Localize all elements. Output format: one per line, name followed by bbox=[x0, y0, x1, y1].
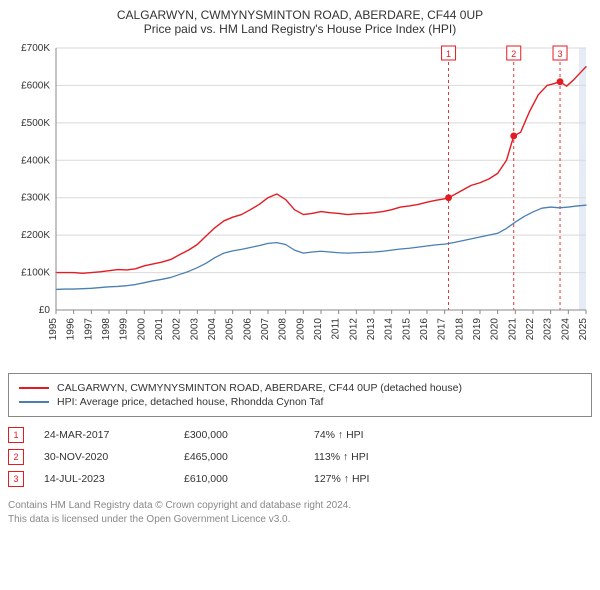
event-table-row: 3 14-JUL-2023£610,000127% ↑ HPI bbox=[8, 471, 592, 487]
event-table-price: £465,000 bbox=[184, 451, 314, 463]
event-table-price: £300,000 bbox=[184, 429, 314, 441]
x-tick-label: 2019 bbox=[472, 318, 483, 341]
chart-area: £0 £100K £200K £300K £400K £500K £600K £700K 199… bbox=[8, 40, 592, 363]
x-tick-label: 2002 bbox=[172, 318, 183, 341]
x-tick-label: 2024 bbox=[560, 318, 571, 341]
x-tick-label: 2006 bbox=[242, 318, 253, 341]
x-tick-label: 2007 bbox=[260, 318, 271, 341]
x-tick-label: 2000 bbox=[136, 318, 147, 341]
event-table-date: 14-JUL-2023 bbox=[44, 473, 184, 485]
chart-title-main: CALGARWYN, CWMYNYSMINTON ROAD, ABERDARE,… bbox=[8, 8, 592, 22]
x-tick-label: 2003 bbox=[189, 318, 200, 341]
legend-swatch bbox=[19, 401, 49, 403]
x-tick-label: 2023 bbox=[543, 318, 554, 341]
event-badge-number: 2 bbox=[511, 49, 516, 59]
x-tick-label: 2011 bbox=[331, 318, 342, 340]
event-table-row: 1 24-MAR-2017£300,00074% ↑ HPI bbox=[8, 427, 592, 443]
event-badge-number: 3 bbox=[558, 49, 563, 59]
y-tick-label: £100K bbox=[21, 268, 50, 279]
event-table-badge: 2 bbox=[8, 449, 24, 465]
x-tick-label: 1997 bbox=[83, 318, 94, 341]
event-table-date: 30-NOV-2020 bbox=[44, 451, 184, 463]
x-tick-label: 2013 bbox=[366, 318, 377, 341]
event-table-badge: 1 bbox=[8, 427, 24, 443]
y-tick-label: £500K bbox=[21, 118, 50, 129]
chart-title-sub: Price paid vs. HM Land Registry's House … bbox=[8, 22, 592, 36]
event-badge-number: 1 bbox=[446, 49, 451, 59]
chart-title-block: CALGARWYN, CWMYNYSMINTON ROAD, ABERDARE,… bbox=[8, 8, 592, 36]
x-tick-label: 1998 bbox=[101, 318, 112, 341]
x-tick-label: 2021 bbox=[507, 318, 518, 341]
x-tick-label: 2004 bbox=[207, 318, 218, 341]
legend-label: HPI: Average price, detached house, Rhon… bbox=[57, 396, 323, 408]
event-table-pct: 74% ↑ HPI bbox=[314, 429, 434, 441]
event-table-date: 24-MAR-2017 bbox=[44, 429, 184, 441]
x-tick-label: 2018 bbox=[454, 318, 465, 341]
x-tick-label: 1999 bbox=[119, 318, 130, 341]
x-tick-label: 2020 bbox=[490, 318, 501, 341]
footnote-line1: Contains HM Land Registry data © Crown c… bbox=[8, 499, 592, 513]
chart-svg: £0 £100K £200K £300K £400K £500K £600K £700K 199… bbox=[8, 40, 592, 360]
x-tick-label: 2017 bbox=[437, 318, 448, 341]
x-tick-label: 2010 bbox=[313, 318, 324, 341]
x-tick-label: 2016 bbox=[419, 318, 430, 341]
x-tick-label: 1995 bbox=[48, 318, 59, 341]
y-tick-label: £0 bbox=[39, 305, 51, 316]
x-tick-label: 2009 bbox=[295, 318, 306, 341]
event-table: 1 24-MAR-2017£300,00074% ↑ HPI 2 30-NOV-202… bbox=[8, 427, 592, 487]
y-tick-label: £200K bbox=[21, 230, 50, 241]
y-tick-label: £400K bbox=[21, 155, 50, 166]
x-tick-label: 2022 bbox=[525, 318, 536, 341]
x-tick-label: 2015 bbox=[401, 318, 412, 341]
footnote-line2: This data is licensed under the Open Gov… bbox=[8, 513, 592, 527]
legend-item: CALGARWYN, CWMYNYSMINTON ROAD, ABERDARE,… bbox=[19, 382, 581, 394]
series-hpi bbox=[56, 205, 586, 289]
highlight-band bbox=[579, 48, 586, 310]
series-price_paid bbox=[56, 67, 586, 274]
y-tick-label: £600K bbox=[21, 80, 50, 91]
footnote: Contains HM Land Registry data © Crown c… bbox=[8, 499, 592, 526]
legend-swatch bbox=[19, 387, 49, 389]
x-tick-label: 2008 bbox=[278, 318, 289, 341]
y-tick-label: £300K bbox=[21, 193, 50, 204]
event-table-row: 2 30-NOV-2020£465,000113% ↑ HPI bbox=[8, 449, 592, 465]
x-tick-label: 2005 bbox=[225, 318, 236, 341]
x-tick-label: 1996 bbox=[66, 318, 77, 341]
event-table-pct: 113% ↑ HPI bbox=[314, 451, 434, 463]
legend-item: HPI: Average price, detached house, Rhon… bbox=[19, 396, 581, 408]
event-table-price: £610,000 bbox=[184, 473, 314, 485]
event-table-badge: 3 bbox=[8, 471, 24, 487]
x-tick-label: 2025 bbox=[578, 318, 589, 341]
legend-label: CALGARWYN, CWMYNYSMINTON ROAD, ABERDARE,… bbox=[57, 382, 462, 394]
event-table-pct: 127% ↑ HPI bbox=[314, 473, 434, 485]
x-tick-label: 2012 bbox=[348, 318, 359, 341]
legend-box: CALGARWYN, CWMYNYSMINTON ROAD, ABERDARE,… bbox=[8, 373, 592, 417]
x-tick-label: 2014 bbox=[384, 318, 395, 341]
x-tick-label: 2001 bbox=[154, 318, 165, 341]
y-tick-label: £700K bbox=[21, 43, 50, 54]
